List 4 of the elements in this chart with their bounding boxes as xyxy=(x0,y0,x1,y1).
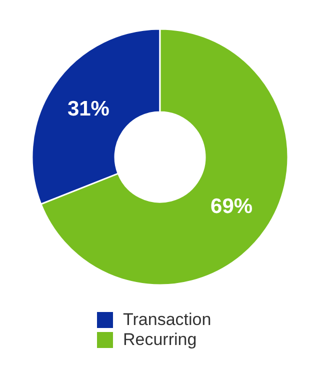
legend-label: Recurring xyxy=(123,330,197,349)
data-label: 31% xyxy=(67,98,110,121)
legend-label: Transaction xyxy=(123,310,212,329)
data-label: 69% xyxy=(210,194,253,218)
